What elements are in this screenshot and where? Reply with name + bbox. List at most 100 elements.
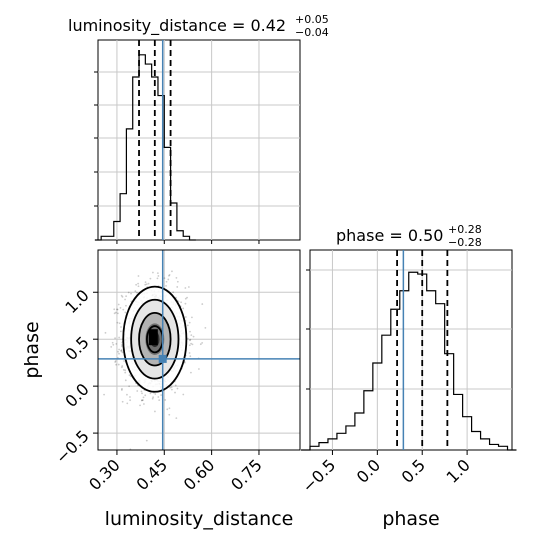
scatter-point [168,407,171,410]
scatter-point [167,278,170,281]
phase-y-tick-label: 1.0 [61,286,92,317]
contour-line [130,298,180,380]
luminosity-distance-quantile-lines [138,40,172,240]
scatter-point [201,342,204,344]
scatter-point [116,312,119,315]
scatter-point [171,270,173,273]
scatter-point [190,334,193,337]
scatter-point [143,403,145,405]
scatter-point [122,368,125,371]
scatter-point [121,400,124,403]
scatter-point [124,371,127,374]
scatter-point [189,330,191,333]
scatter-point [182,307,185,310]
luminosity-distance-title-main: luminosity_distance = 0.42 [68,16,286,36]
scatter-point [199,343,202,346]
scatter-point [116,308,119,311]
y-axis-label-phase: phase [21,321,43,378]
scatter-point [114,337,116,340]
scatter-point [120,326,122,328]
scatter-point [188,352,191,354]
scatter-point [156,272,159,275]
scatter-point [152,396,155,399]
scatter-point [137,282,140,285]
scatter-point [120,349,122,352]
scatter-point [141,392,143,395]
scatter-point [141,399,143,402]
luminosity-distance-x-tick-label: 0.30 [85,455,124,494]
scatter-point [129,399,132,402]
scatter-point [145,439,148,442]
scatter-point [170,386,173,389]
scatter-point [175,276,178,279]
scatter-point [118,348,120,351]
scatter-point [118,352,120,355]
scatter-point [175,417,178,420]
scatter-point [137,275,140,277]
scatter-point [168,273,171,276]
scatter-point [186,324,189,327]
scatter-point [164,399,167,401]
scatter-point [120,349,123,351]
scatter-point [149,277,152,280]
scatter-point [184,302,187,305]
scatter-point [176,286,179,288]
density-peak [148,329,158,346]
x-axis-label-luminosity-distance: luminosity_distance [105,508,294,530]
luminosity-distance-xticks: 0.30 0.45 0.60 0.75 [85,450,266,494]
scatter-point [184,297,187,300]
scatter-point [124,298,126,301]
luminosity-distance-x-tick-label: 0.45 [132,455,171,494]
luminosity-distance-hist-frame [97,39,301,241]
scatter-point [198,368,200,370]
scatter-point [165,284,167,287]
phase-y-tick-label: −0.5 [52,426,93,467]
scatter-point [144,281,147,284]
scatter-point [134,290,137,293]
scatter-point [90,326,92,328]
scatter-point [129,396,131,398]
scatter-point [116,321,119,324]
scatter-point [104,331,107,334]
scatter-point [158,399,161,402]
phase-hist-yticks [306,269,310,390]
scatter-point [163,277,166,280]
phase-title-main: phase = 0.50 [336,226,443,245]
scatter-point [156,277,159,280]
phase-yticks: 1.0 0.5 0.0 −0.5 [52,286,98,467]
luminosity-distance-hist-grid [98,40,300,240]
luminosity-distance-histogram [94,54,196,241]
scatter-point [144,283,147,286]
scatter-point [126,402,129,405]
phase-hist-frame [309,249,513,451]
phase-y-tick-label: 0.0 [61,380,92,411]
phase-y-tick-label: 0.5 [61,333,92,364]
scatter-point [157,396,160,398]
scatter-point [182,393,185,396]
scatter-point [154,410,156,413]
scatter-point [140,399,143,402]
scatter-point [139,404,141,407]
scatter-point [118,336,121,339]
scatter-point [149,392,152,395]
scatter-point [191,316,193,319]
scatter-point [114,311,117,314]
scatter-point [142,399,144,402]
scatter-point [123,360,125,362]
x-axis-label-phase: phase [382,508,439,530]
contour-line [122,285,188,393]
scatter-point [144,394,147,397]
scatter-point [151,397,154,400]
scatter-point [121,387,123,390]
scatter-point [184,287,187,289]
scatter-point [174,384,177,387]
scatter-point [191,343,194,346]
scatter-point [169,386,172,389]
scatter-point [174,391,176,394]
luminosity-distance-x-tick-label: 0.60 [180,455,219,494]
scatter-point [186,296,188,299]
scatter-point [147,282,150,285]
scatter-point [124,379,127,382]
scatter-point [192,335,195,338]
phase-hist-grid [310,250,512,450]
